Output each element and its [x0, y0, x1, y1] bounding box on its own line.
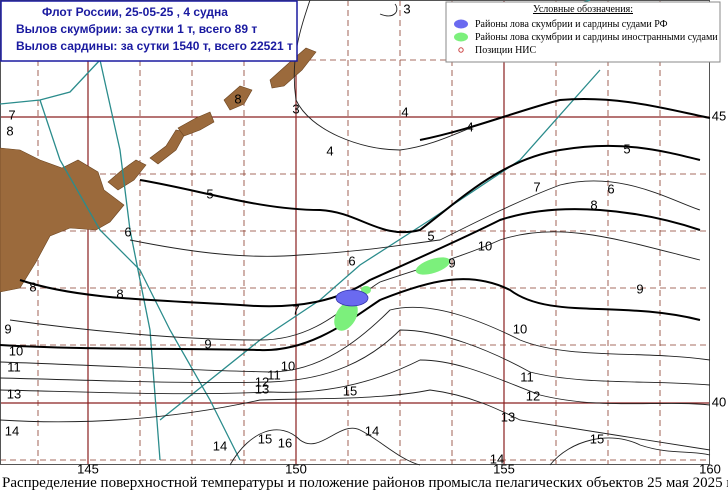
contour-label: 12: [255, 374, 269, 389]
contour-label: 8: [116, 286, 123, 301]
latitude-label: 45: [712, 108, 726, 123]
contour-label: 15: [590, 431, 604, 446]
longitude-label: 155: [493, 461, 515, 476]
contour-label: 13: [7, 386, 21, 401]
isotherms: [0, 0, 711, 466]
contour-label: 14: [213, 438, 227, 453]
longitude-label: 150: [285, 461, 307, 476]
contour-label: 12: [526, 388, 540, 403]
legend-title: Условные обозначения:: [533, 4, 633, 15]
contour-label: 8: [6, 123, 13, 138]
contour-label: 11: [7, 359, 21, 374]
info-line: Флот России, 25-05-25 , 4 судна: [42, 5, 228, 19]
contour-label: 7: [533, 179, 540, 194]
contour-label: 5: [427, 228, 434, 243]
contour-label: 14: [365, 423, 379, 438]
contour-label: 6: [607, 181, 614, 196]
contour-label: 14: [490, 451, 504, 466]
contour-label: 5: [206, 186, 213, 201]
contour-label: 14: [5, 423, 19, 438]
contour-label: 7: [8, 107, 15, 122]
contour-label: 10: [478, 238, 492, 253]
axis-labels: 145 150 155 160 45 40: [77, 108, 726, 476]
info-line: Вылов сардины: за сутки 1540 т, всего 22…: [16, 39, 293, 53]
contour-label: 15: [343, 383, 357, 398]
contour-label: 8: [234, 91, 241, 106]
contour-label: 3: [292, 101, 299, 116]
contour-label: 5: [623, 141, 630, 156]
info-box: Флот России, 25-05-25 , 4 судна Вылов ск…: [0, 0, 298, 62]
contour-labels: 33 44455566677788888999910101010111111121…: [4, 1, 643, 466]
fishing-areas: [334, 257, 451, 331]
longitude-label: 160: [699, 461, 721, 476]
contour-label: 6: [348, 253, 355, 268]
contour-label: 10: [9, 343, 23, 358]
contour-label: 13: [255, 381, 269, 396]
latitude-label: 40: [712, 394, 726, 409]
contour-label: 4: [326, 143, 333, 158]
contour-label: 6: [124, 224, 131, 239]
coastline: [0, 47, 317, 293]
contour-label: 7: [292, 302, 299, 317]
legend-item: Районы лова скумбрии и сардины иностранн…: [475, 32, 718, 43]
contour-label: 3: [403, 1, 410, 16]
contour-label: 4: [466, 119, 473, 134]
contour-label: 9: [448, 255, 455, 270]
contour-label: 13: [501, 409, 515, 424]
legend-item: Позиции НИС: [475, 45, 537, 56]
contour-label: 10: [513, 321, 527, 336]
legend: Условные обозначения: Районы лова скумбр…: [445, 1, 721, 63]
contour-label: 4: [401, 104, 408, 119]
contour-label: 8: [590, 197, 597, 212]
contour-label: 11: [267, 367, 281, 382]
info-line: Вылов скумбрии: за сутки 1 т, всего 89 т: [16, 22, 257, 36]
longitude-label: 145: [77, 461, 99, 476]
contour-label: 9: [636, 281, 643, 296]
contour-label: 8: [29, 279, 36, 294]
legend-item: Районы лова скумбрии и сардины судами РФ: [475, 19, 668, 30]
contour-label: 9: [204, 336, 211, 351]
contour-label: 16: [278, 435, 292, 450]
caption: Распределение поверхностной температуры …: [2, 475, 728, 491]
contour-label: 10: [281, 358, 295, 373]
contour-label: 11: [520, 369, 534, 384]
contour-label: 9: [4, 321, 11, 336]
contour-label: 15: [258, 431, 272, 446]
